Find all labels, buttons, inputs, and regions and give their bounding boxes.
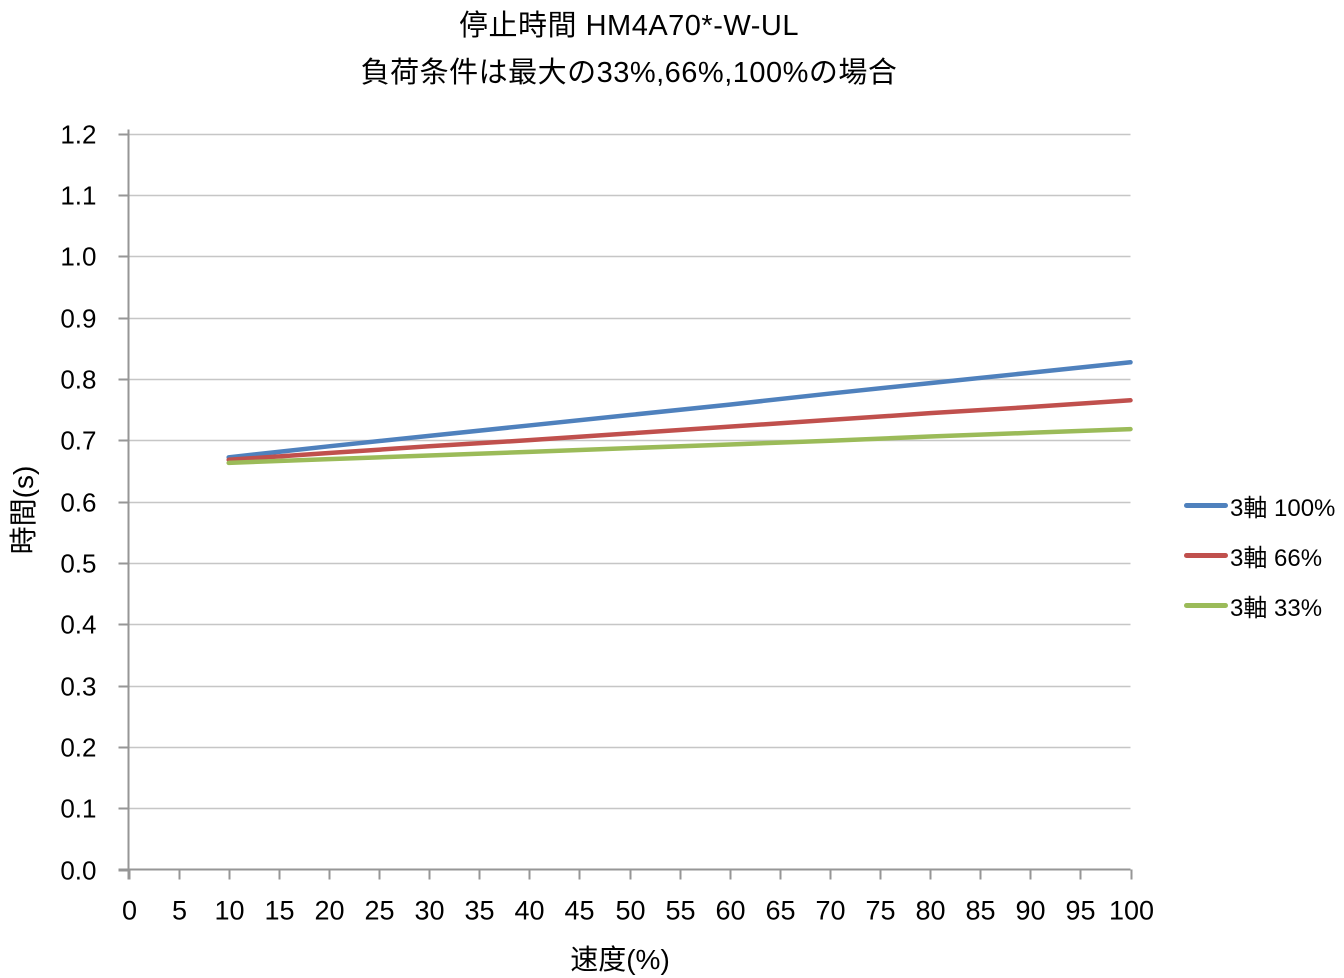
x-tick-label: 45 xyxy=(564,896,594,926)
x-tick-label: 75 xyxy=(865,896,895,926)
x-tick-label: 60 xyxy=(715,896,745,926)
legend-line-swatch xyxy=(1184,552,1228,558)
y-tick-label: 0.7 xyxy=(60,426,96,456)
y-tick-label: 1.2 xyxy=(60,120,96,150)
x-tick-label: 40 xyxy=(514,896,544,926)
chart-title: 停止時間 HM4A70*-W-UL xyxy=(459,10,799,42)
chart-subtitle: 負荷条件は最大の33%,66%,100%の場合 xyxy=(360,57,898,89)
x-axis-ticks: 0 5 10 15 20 25 30 35 40 45 50 55 60 65 70 75 80 85 90 95 10… xyxy=(122,869,1154,926)
x-tick-label: 20 xyxy=(314,896,344,926)
series-line-1 xyxy=(226,360,1133,460)
x-tick-label: 70 xyxy=(815,896,845,926)
x-tick-label: 100 xyxy=(1109,896,1154,926)
x-tick-label: 35 xyxy=(464,896,494,926)
x-axis-title: 速度(%) xyxy=(570,944,670,975)
legend-line-swatch xyxy=(1184,602,1228,608)
legend-item: 3軸 33% xyxy=(1184,580,1344,630)
y-tick-label: 0.1 xyxy=(60,794,96,824)
y-axis-ticks: 0.0 0.1 0.2 0.3 0.4 0.5 0.6 0.7 0.8 0.9 1.0 1.1 1.2 xyxy=(60,120,129,886)
x-tick-label: 30 xyxy=(414,896,444,926)
x-tick-label: 95 xyxy=(1065,896,1095,926)
x-tick-label: 5 xyxy=(172,896,187,926)
x-tick-label: 65 xyxy=(765,896,795,926)
x-tick-label: 85 xyxy=(965,896,995,926)
legend-label: 3軸 33% xyxy=(1230,594,1323,622)
y-tick-label: 1.0 xyxy=(60,242,96,272)
legend-item: 3軸 100% xyxy=(1184,480,1344,530)
x-tick-label: 10 xyxy=(214,896,244,926)
x-tick-label: 15 xyxy=(264,896,294,926)
y-tick-label: 0.4 xyxy=(60,610,96,640)
x-tick-label: 50 xyxy=(615,896,645,926)
y-tick-label: 1.1 xyxy=(60,181,96,211)
axes xyxy=(118,129,1131,880)
legend-line-swatch xyxy=(1184,502,1228,508)
x-tick-label: 90 xyxy=(1015,896,1045,926)
gridlines xyxy=(128,133,1131,810)
y-tick-label: 0.2 xyxy=(60,733,96,763)
legend-item: 3軸 66% xyxy=(1184,530,1344,580)
y-tick-label: 0.6 xyxy=(60,488,96,518)
series-line-2 xyxy=(226,398,1133,463)
legend-label: 3軸 66% xyxy=(1230,544,1323,572)
y-tick-label: 0.8 xyxy=(60,365,96,395)
y-tick-label: 0.9 xyxy=(60,304,96,334)
legend-label: 3軸 100% xyxy=(1230,494,1336,522)
y-tick-label: 0.0 xyxy=(60,856,96,886)
x-tick-label: 55 xyxy=(665,896,695,926)
y-tick-label: 0.5 xyxy=(60,549,96,579)
y-tick-label: 0.3 xyxy=(60,672,96,702)
x-tick-label: 0 xyxy=(122,896,137,926)
x-tick-label: 80 xyxy=(915,896,945,926)
series-line-3 xyxy=(226,426,1133,466)
legend: 3軸 100% 3軸 66% 3軸 33% xyxy=(1184,480,1344,630)
x-tick-label: 25 xyxy=(364,896,394,926)
